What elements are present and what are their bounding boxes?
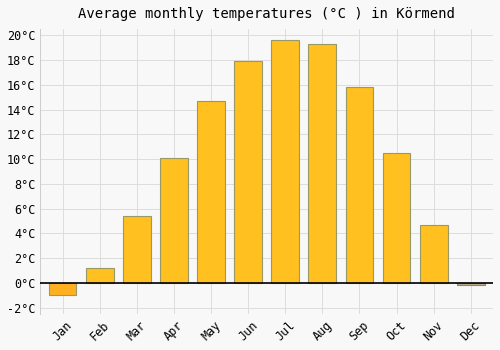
- Bar: [123, 216, 150, 283]
- Bar: [234, 61, 262, 283]
- Bar: [457, 283, 484, 285]
- Bar: [48, 283, 76, 295]
- Bar: [382, 153, 410, 283]
- Bar: [272, 40, 299, 283]
- Bar: [308, 44, 336, 283]
- Bar: [346, 87, 374, 283]
- Title: Average monthly temperatures (°C ) in Körmend: Average monthly temperatures (°C ) in Kö…: [78, 7, 455, 21]
- Bar: [420, 225, 448, 283]
- Bar: [86, 268, 114, 283]
- Bar: [197, 101, 225, 283]
- Bar: [160, 158, 188, 283]
